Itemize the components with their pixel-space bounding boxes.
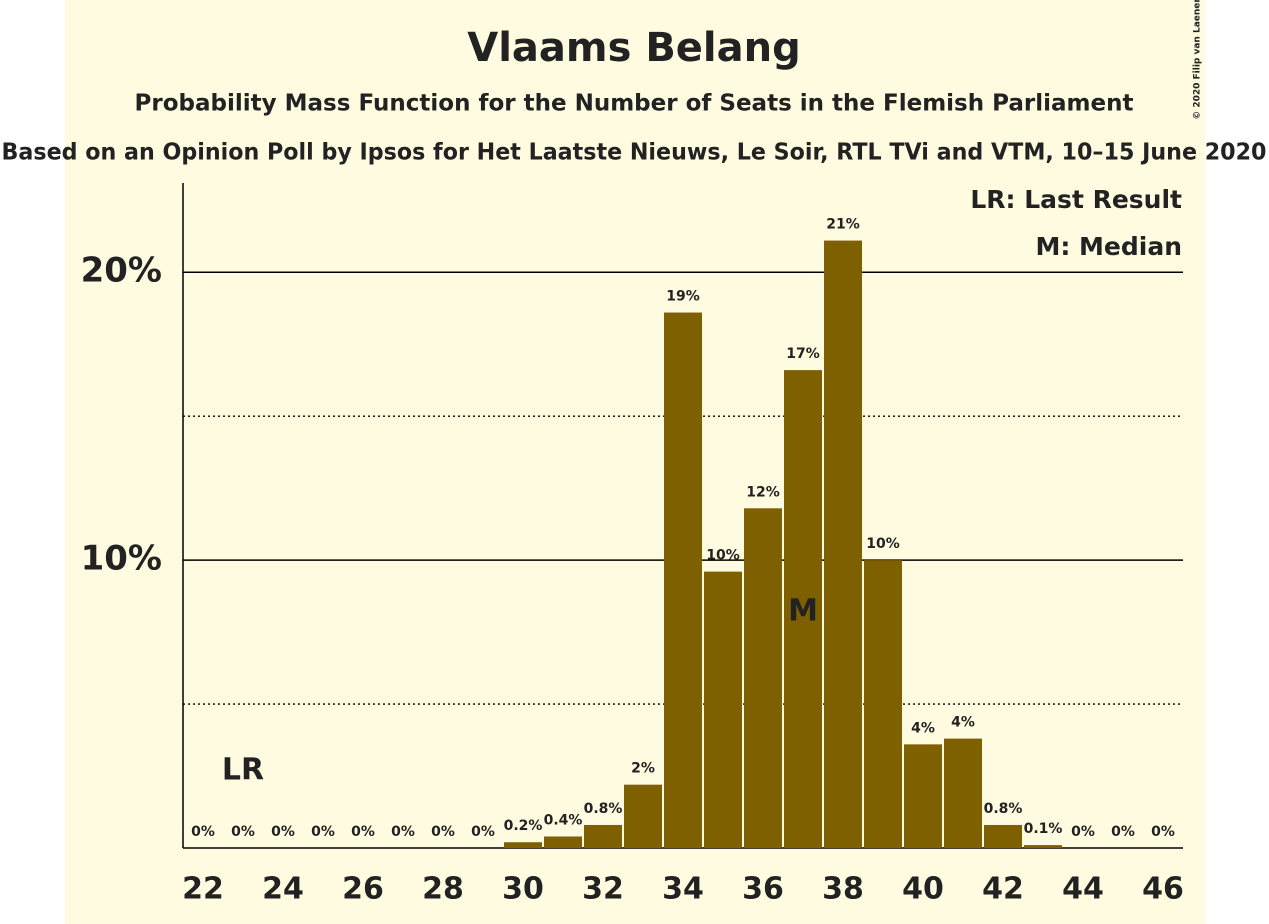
value-label: 17% [786,346,820,362]
value-label: 0% [391,824,415,840]
x-tick-label: 40 [902,872,944,907]
x-tick-label: 22 [182,872,224,907]
bar [784,370,822,848]
bar [624,784,662,848]
value-label: 0.1% [1024,821,1063,837]
value-label: 0% [471,824,495,840]
bar [504,842,542,848]
value-label: 4% [951,715,975,731]
value-label: 0% [1111,824,1135,840]
last-result-marker: LR [222,753,264,788]
value-label: 0.8% [984,801,1023,817]
x-tick-label: 34 [662,872,704,907]
copyright: © 2020 Filip van Laenen [1193,0,1203,120]
value-label: 0.4% [544,812,583,828]
value-label: 10% [706,548,740,564]
value-label: 2% [631,761,655,777]
value-label: 0% [311,824,335,840]
bar [864,560,902,848]
x-tick-label: 26 [342,872,384,907]
bar [584,824,622,848]
value-label: 0% [191,824,215,840]
x-tick-label: 46 [1142,872,1184,907]
x-tick-label: 38 [822,872,864,907]
x-tick-label: 32 [582,872,624,907]
bar [544,836,582,848]
value-label: 12% [746,484,780,500]
value-label: 0% [351,824,375,840]
bar [744,508,782,848]
value-label: 19% [666,289,700,305]
value-label: 0.2% [504,818,543,834]
median-marker: M [788,594,818,629]
chart-caption: Based on an Opinion Poll by Ipsos for He… [2,140,1267,166]
chart-title: Vlaams Belang [467,25,801,71]
bar [944,738,982,848]
value-label: 0% [231,824,255,840]
background [65,0,1205,924]
y-tick-label: 20% [81,251,162,291]
value-label: 0% [431,824,455,840]
legend-entry: LR: Last Result [970,185,1182,214]
value-label: 0% [1151,824,1175,840]
x-tick-label: 42 [982,872,1024,907]
value-label: 0.8% [584,801,623,817]
legend-entry: M: Median [1035,232,1182,261]
value-label: 10% [866,536,900,552]
value-label: 4% [911,720,935,736]
x-tick-label: 28 [422,872,464,907]
bar [1024,845,1062,848]
bar [824,240,862,849]
chart-subtitle: Probability Mass Function for the Number… [135,91,1134,117]
x-tick-label: 24 [262,872,304,907]
bar [984,824,1022,848]
bar [664,312,702,849]
value-label: 21% [826,217,860,233]
bar [904,744,942,848]
x-tick-label: 30 [502,872,544,907]
value-label: 0% [271,824,295,840]
x-tick-label: 36 [742,872,784,907]
bar [704,571,742,848]
y-tick-label: 10% [81,539,162,579]
value-label: 0% [1071,824,1095,840]
x-tick-label: 44 [1062,872,1104,907]
